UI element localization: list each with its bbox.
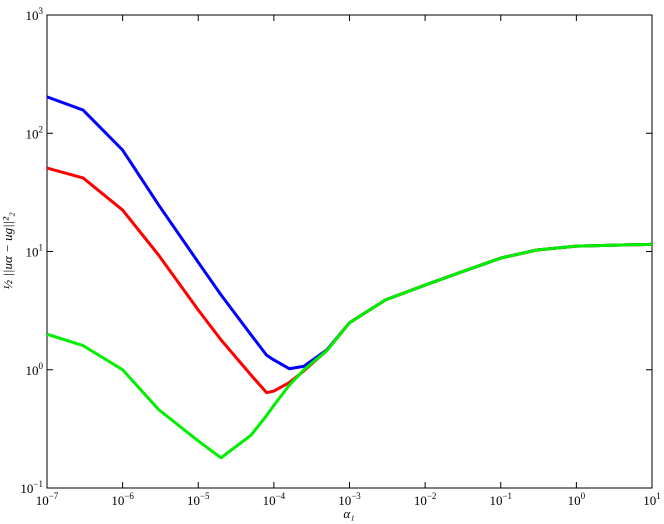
x-tick-label: 10−1	[489, 491, 512, 508]
y-tick-label: 100	[26, 361, 44, 378]
series-line	[46, 242, 653, 460]
x-tick-label: 10−6	[111, 491, 134, 508]
x-tick-label: 10−5	[187, 491, 210, 508]
plot-frame	[46, 14, 653, 489]
series-line	[46, 95, 653, 371]
x-tick-label: 10−7	[36, 491, 59, 508]
x-axis-label: α₁	[343, 506, 354, 521]
series-line	[46, 166, 653, 395]
y-tick-label: 10−1	[20, 479, 43, 496]
x-tick-label: 10−4	[263, 491, 286, 508]
y-axis-label: ½ ||uα − ug||²₂	[0, 212, 15, 290]
y-tick-label: 103	[26, 6, 44, 23]
x-tick-label: 101	[643, 491, 661, 508]
x-tick-label: 10−3	[338, 491, 361, 508]
y-tick-label: 102	[26, 124, 44, 141]
y-tick-label: 101	[26, 243, 44, 260]
x-tick-label: 100	[568, 491, 586, 508]
x-tick-label: 10−2	[414, 491, 437, 508]
